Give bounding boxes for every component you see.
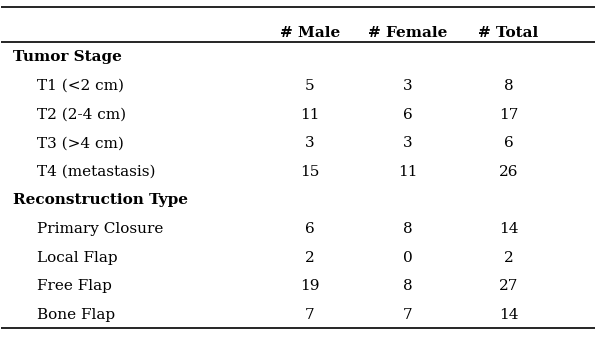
Text: 19: 19 xyxy=(300,279,319,294)
Text: T4 (metastasis): T4 (metastasis) xyxy=(37,165,156,179)
Text: 2: 2 xyxy=(305,251,315,265)
Text: 8: 8 xyxy=(403,222,412,236)
Text: T1 (<2 cm): T1 (<2 cm) xyxy=(37,79,124,93)
Text: Tumor Stage: Tumor Stage xyxy=(13,50,122,64)
Text: 6: 6 xyxy=(504,136,514,150)
Text: 5: 5 xyxy=(305,79,315,93)
Text: T3 (>4 cm): T3 (>4 cm) xyxy=(37,136,124,150)
Text: 27: 27 xyxy=(499,279,519,294)
Text: 6: 6 xyxy=(305,222,315,236)
Text: 6: 6 xyxy=(403,108,412,121)
Text: 8: 8 xyxy=(403,279,412,294)
Text: # Female: # Female xyxy=(368,26,448,40)
Text: 0: 0 xyxy=(403,251,412,265)
Text: 14: 14 xyxy=(499,308,519,322)
Text: 26: 26 xyxy=(499,165,519,179)
Text: 3: 3 xyxy=(403,79,412,93)
Text: 15: 15 xyxy=(300,165,319,179)
Text: 7: 7 xyxy=(305,308,315,322)
Text: 2: 2 xyxy=(504,251,514,265)
Text: T2 (2-4 cm): T2 (2-4 cm) xyxy=(37,108,126,121)
Text: Primary Closure: Primary Closure xyxy=(37,222,163,236)
Text: 8: 8 xyxy=(504,79,513,93)
Text: # Male: # Male xyxy=(280,26,340,40)
Text: 3: 3 xyxy=(403,136,412,150)
Text: Free Flap: Free Flap xyxy=(37,279,112,294)
Text: 3: 3 xyxy=(305,136,315,150)
Text: 11: 11 xyxy=(300,108,319,121)
Text: 7: 7 xyxy=(403,308,412,322)
Text: # Total: # Total xyxy=(479,26,539,40)
Text: Reconstruction Type: Reconstruction Type xyxy=(13,194,188,207)
Text: 11: 11 xyxy=(398,165,417,179)
Text: Bone Flap: Bone Flap xyxy=(37,308,115,322)
Text: 17: 17 xyxy=(499,108,519,121)
Text: 14: 14 xyxy=(499,222,519,236)
Text: Local Flap: Local Flap xyxy=(37,251,117,265)
